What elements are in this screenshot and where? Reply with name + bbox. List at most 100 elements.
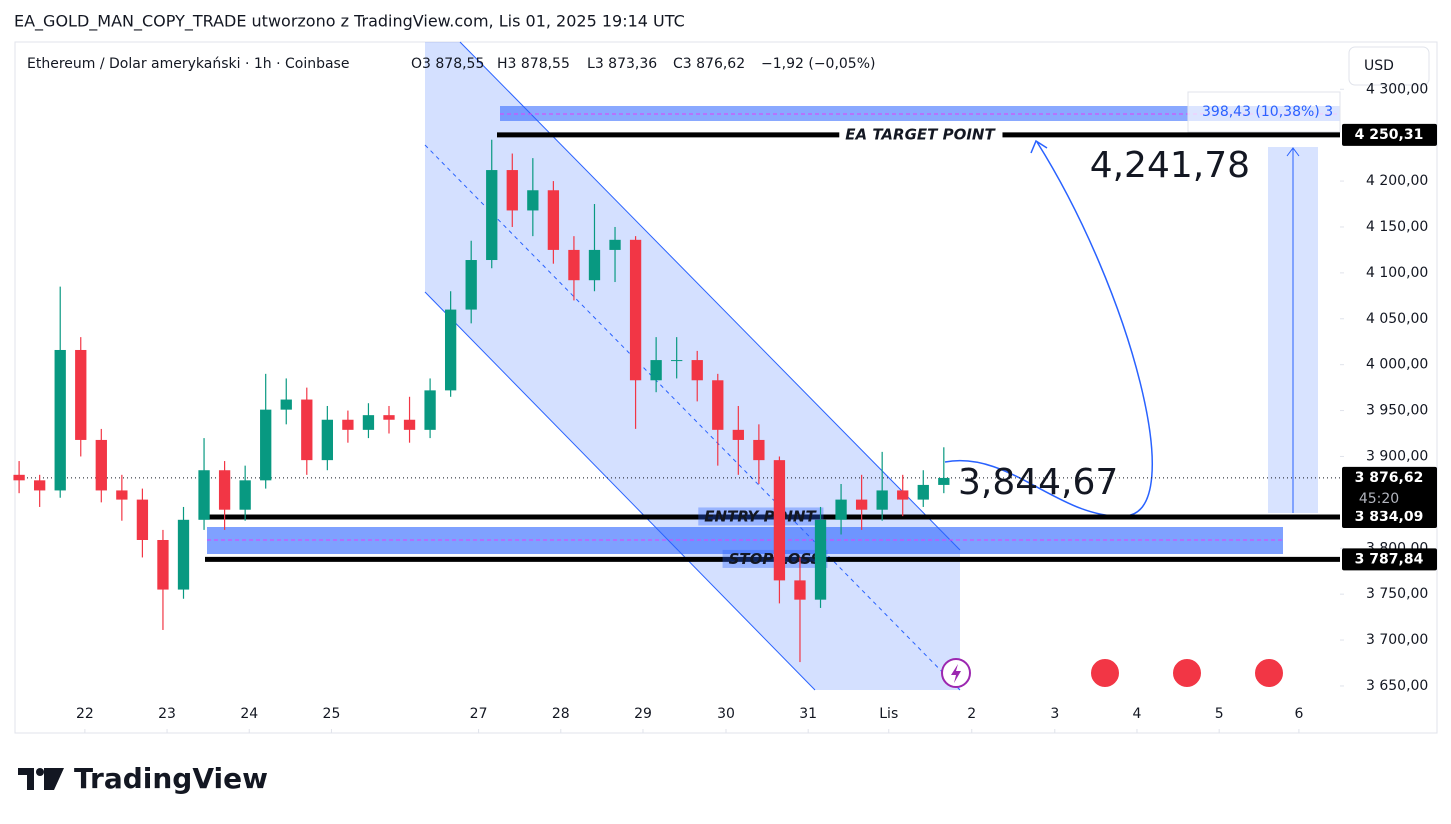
x-tick-label: 31: [799, 706, 817, 722]
candle-body: [917, 484, 929, 500]
candle-body: [157, 539, 169, 590]
x-tick-label: 25: [323, 706, 341, 722]
y-tick-label: 4 000,00: [1366, 357, 1428, 373]
level-name: ENTRY POINT: [704, 507, 817, 525]
candle-body: [444, 309, 457, 391]
level-tag: [1342, 548, 1437, 571]
level-tag-label: 3 834,09: [1355, 509, 1424, 525]
event-icon: [951, 664, 961, 683]
candle-body: [691, 360, 703, 381]
x-tick-label: 28: [552, 706, 570, 722]
y-tick-label: 3 750,00: [1366, 586, 1428, 602]
candle-body: [116, 490, 128, 500]
candle-body: [34, 480, 46, 491]
candle-body: [650, 360, 662, 381]
candle-body: [75, 349, 87, 440]
candle-body: [855, 499, 868, 510]
logo: [18, 768, 64, 790]
projection-arrow-head: [1030, 139, 1048, 154]
x-tick-label: 3: [1050, 706, 1059, 722]
level-tag-label: 4 250,31: [1355, 127, 1424, 143]
event-icon: [1253, 657, 1285, 689]
candle-body: [95, 439, 107, 491]
y-tick-label: 4 100,00: [1366, 265, 1428, 281]
logo-mark: [18, 768, 64, 790]
candle-body: [486, 170, 498, 261]
y-tick-label: 3 650,00: [1366, 678, 1428, 694]
x-tick-label: 23: [158, 706, 176, 722]
legend-low: 3 873,36: [595, 56, 657, 72]
legend-open: 3 878,55: [422, 56, 484, 72]
legend-o: O: [411, 56, 422, 72]
candle-body: [383, 415, 395, 420]
y-tick-label: 4 050,00: [1366, 311, 1428, 327]
measure-arrow-head: [1286, 147, 1300, 157]
logo-mark: [36, 768, 44, 776]
legend-close: 3 876,62: [683, 56, 745, 72]
legend-c: C: [673, 56, 683, 72]
candle-body: [54, 349, 66, 491]
x-tick-label: 30: [717, 706, 735, 722]
candle-body: [671, 360, 683, 362]
candle-body: [897, 490, 909, 500]
candle-body: [403, 419, 416, 430]
channel-edge: [459, 41, 961, 551]
candle-body: [506, 170, 518, 211]
level-name-bg: [839, 125, 1003, 144]
candle-body: [177, 519, 190, 590]
candle-body: [794, 580, 806, 600]
candle-body: [712, 380, 724, 430]
legend-h: H: [497, 56, 508, 72]
candle-body: [198, 470, 210, 520]
legend-change: −1,92 (−0,05%): [761, 56, 875, 72]
x-tick-label: 27: [470, 706, 488, 722]
candle-body: [362, 415, 375, 430]
candle-body: [835, 499, 847, 520]
candle-body: [13, 474, 25, 481]
drawings: [207, 41, 1341, 691]
candle-body: [753, 439, 765, 461]
candle-body: [301, 399, 313, 461]
candle-body: [342, 419, 354, 430]
candle-body: [773, 460, 786, 581]
x-tick-label: 22: [76, 706, 94, 722]
candle-body: [239, 480, 251, 510]
candle-body: [938, 477, 950, 485]
legend-high: 3 878,55: [508, 56, 570, 72]
event-icon: [1171, 657, 1203, 689]
projection-curve: [944, 141, 1153, 517]
y-tick-label: 3 950,00: [1366, 403, 1428, 419]
event-icon: [1089, 657, 1121, 689]
candle-body: [568, 249, 580, 281]
event-icons: [941, 657, 1285, 689]
target-annotation: 4,241,78: [1090, 145, 1250, 186]
brand: TradingView: [74, 762, 268, 795]
candle-body: [321, 419, 333, 461]
candle-body: [218, 470, 231, 510]
x-tick-label: 5: [1215, 706, 1224, 722]
candle-body: [280, 399, 292, 410]
legend: Ethereum / Dolar amerykański · 1h · Coin…: [27, 56, 875, 72]
y-tick-label: 4 200,00: [1366, 173, 1428, 189]
level-name: EA TARGET POINT: [845, 125, 996, 143]
x-tick-label: 6: [1294, 706, 1303, 722]
last-price-label: 3 876,62: [1355, 470, 1424, 486]
measure-label-box: [1187, 91, 1341, 133]
candle-body: [588, 249, 601, 281]
candle-body: [732, 429, 744, 440]
candle-body: [136, 499, 149, 540]
candle-body: [609, 239, 621, 250]
candle-body: [260, 409, 272, 481]
candle-body: [876, 490, 888, 510]
currency[interactable]: USD: [1364, 58, 1394, 74]
x-tick-label: Lis: [879, 706, 898, 722]
x-tick-label: 2: [967, 706, 976, 722]
currency-button[interactable]: [1348, 46, 1430, 86]
candle-body: [814, 519, 827, 600]
x-tick-label: 4: [1133, 706, 1142, 722]
legend-symbol: Ethereum / Dolar amerykański · 1h · Coin…: [27, 56, 349, 72]
candle-body: [424, 390, 436, 430]
last-price-tag: [1342, 466, 1437, 511]
